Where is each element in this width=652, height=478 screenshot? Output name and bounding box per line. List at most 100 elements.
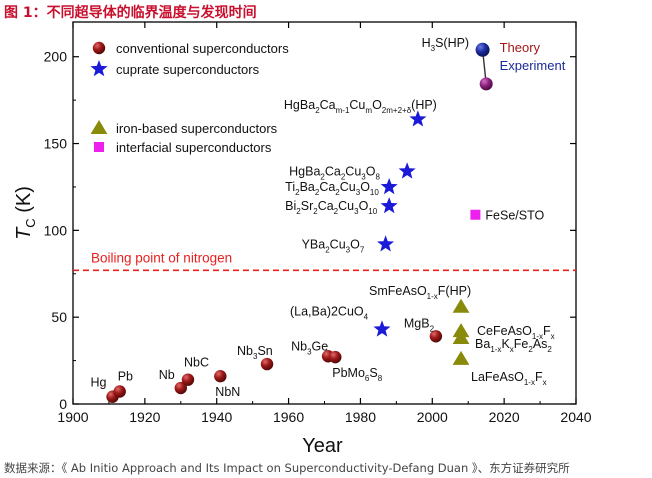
label-segment: F [535, 370, 543, 384]
label-segment: LaFeAsO [471, 370, 524, 384]
h3s-label: H3S(HP) [422, 36, 470, 53]
data-label: Bi2Sr2Ca2Cu3O10 [285, 199, 378, 216]
label-segment: SmFeAsO [369, 284, 427, 298]
legend-marker-star [90, 60, 108, 77]
y-axis-subscript: C [23, 218, 38, 227]
label-segment: O [350, 237, 360, 251]
data-point-triangle [452, 350, 470, 365]
data-point-sphere [113, 385, 126, 398]
data-point-sphere [429, 330, 443, 343]
label-subscript: 1-x [490, 345, 501, 354]
x-tick-label: 2020 [489, 409, 520, 425]
x-axis-label: Year [302, 435, 343, 457]
h3s-theory-point [475, 42, 490, 57]
figure-title: 图 1：不同超导体的临界温度与发现时间 [4, 5, 257, 21]
label-segment: Ca [325, 164, 341, 178]
h3s-theory-label: Theory [500, 40, 541, 55]
data-point-sphere [214, 370, 227, 383]
label-subscript: 3 [307, 347, 312, 356]
label-subscript: m [365, 106, 372, 115]
label-segment: Pb [118, 369, 133, 383]
label-segment: Ge [312, 339, 329, 353]
legend-marker-triangle [90, 120, 108, 134]
label-segment: O [366, 164, 376, 178]
label-subscript: 2 [325, 245, 330, 254]
label-segment: HgBa [289, 164, 320, 178]
data-label: SmFeAsO1-xF(HP) [369, 284, 471, 301]
legend-marker-sphere [92, 41, 106, 55]
label-subscript: m-1 [336, 106, 350, 115]
label-subscript: 8 [378, 374, 383, 383]
label-segment: Hg [91, 376, 107, 390]
label-subscript: 3 [431, 44, 436, 53]
label-subscript: 3 [346, 245, 351, 254]
data-label: Hg [91, 376, 107, 390]
label-segment: F(HP) [438, 284, 471, 298]
x-tick-label: 2000 [417, 409, 448, 425]
data-label: FeSe/STO [485, 209, 544, 223]
label-subscript: 10 [368, 207, 377, 216]
label-segment: Bi [285, 199, 296, 213]
label-subscript: 2 [315, 188, 320, 197]
label-segment: Cu [338, 199, 354, 213]
legend-label: interfacial superconductors [116, 140, 272, 155]
label-segment: Ca [319, 180, 335, 194]
data-point-triangle [452, 330, 470, 345]
label-subscript: x [543, 378, 547, 387]
data-point-star [380, 197, 398, 214]
label-segment: NbC [184, 356, 209, 370]
data-label: YBa2Cu3O7 [302, 237, 365, 254]
label-segment: FeSe/STO [485, 209, 544, 223]
y-tick-label: 200 [44, 49, 68, 65]
data-point-star [373, 320, 391, 337]
label-segment: O [360, 180, 370, 194]
label-segment: (La,Ba)2CuO [290, 304, 364, 318]
data-label: Nb [159, 368, 175, 382]
label-segment: Ti [285, 180, 295, 194]
label-segment: F [543, 324, 551, 338]
label-segment: Cu [349, 98, 365, 112]
label-subscript: 2 [334, 207, 339, 216]
label-subscript: 8 [375, 172, 380, 181]
data-point-sphere [181, 373, 195, 386]
label-segment: Ba [475, 337, 490, 351]
label-subscript: 2m+2+δ [382, 106, 412, 115]
legend-marker-square [94, 142, 104, 152]
data-point-sphere [260, 357, 274, 371]
data-label: Nb3Ge [291, 339, 328, 356]
data-label: MgB2 [404, 316, 435, 333]
legend-label: cuprate superconductors [116, 62, 260, 77]
label-segment: Sr [301, 199, 314, 213]
data-point-triangle [452, 298, 470, 313]
label-subscript: 3 [253, 352, 258, 361]
label-segment: PbMo [332, 366, 365, 380]
label-subscript: 2 [313, 207, 318, 216]
x-tick-label: 1940 [201, 409, 232, 425]
label-subscript: 1-x [427, 292, 438, 301]
y-tick-label: 150 [44, 136, 68, 152]
label-subscript: 2 [320, 172, 325, 181]
label-segment: Ca [320, 98, 336, 112]
label-segment: Nb [291, 339, 307, 353]
label-subscript: 2 [547, 345, 552, 354]
label-segment: NbN [215, 385, 240, 399]
h3s-experiment-label: Experiment [500, 58, 566, 73]
label-segment: Fe [514, 337, 529, 351]
data-point-sphere [329, 350, 342, 364]
figure-source: 数据来源：《 Ab Initio Approach and Its Impact… [4, 461, 570, 475]
data-label: Nb3Sn [237, 344, 273, 361]
label-subscript: 1-x [524, 378, 535, 387]
label-segment: K [501, 337, 510, 351]
data-label: HgBa2Cam-1CumO2m+2+δ(HP) [284, 98, 437, 115]
label-subscript: 3 [361, 172, 366, 181]
data-point-star [380, 178, 398, 195]
label-segment: H [422, 36, 431, 50]
legend-label: iron-based superconductors [116, 121, 278, 136]
label-segment: Cu [345, 164, 361, 178]
label-segment: Nb [237, 344, 253, 358]
label-segment: Nb [159, 368, 175, 382]
label-segment: Cu [330, 237, 346, 251]
label-subscript: 10 [370, 188, 379, 197]
label-segment: S(HP) [435, 36, 469, 50]
label-subscript: 2 [295, 188, 300, 197]
